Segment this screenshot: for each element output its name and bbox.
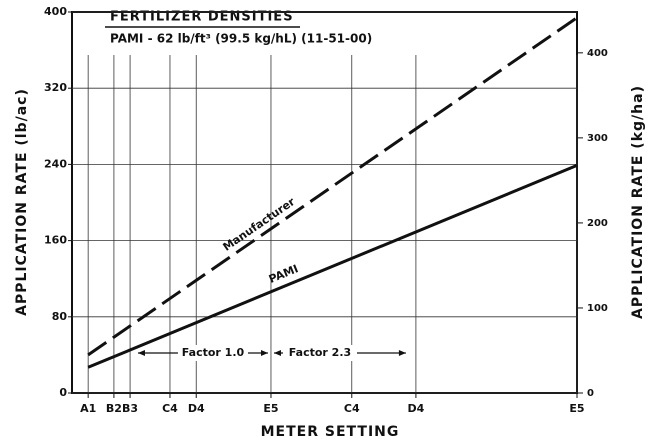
y-tick-label: 160: [44, 234, 67, 247]
y2-tick-label: 200: [587, 218, 608, 229]
y-tick-label: 0: [59, 386, 67, 399]
chart-title: FERTILIZER DENSITIES: [110, 10, 294, 25]
annotation-bg: [177, 345, 248, 361]
y2-tick-label: 400: [587, 48, 608, 59]
y2-tick-label: 0: [587, 388, 594, 399]
x-tick-label: E5: [263, 402, 278, 415]
series-line: [87, 16, 578, 357]
x-axis-title: METER SETTING: [261, 424, 400, 440]
arrow-head: [137, 350, 145, 356]
x-tick-label: C4: [162, 402, 178, 415]
x-tick-label: B2: [106, 402, 122, 415]
series-label: Manufacturer: [221, 195, 298, 254]
x-tick-label: A1: [80, 402, 96, 415]
x-tick-label: B3: [122, 402, 138, 415]
y2-tick-label: 100: [587, 303, 608, 314]
annotation: Factor 2.3: [289, 346, 351, 359]
series-line: [87, 163, 578, 369]
y-axis-title: APPLICATION RATE (lb/ac): [14, 88, 30, 316]
arrow-head: [398, 350, 406, 356]
y2-axis-title: APPLICATION RATE (kg/ha): [630, 85, 646, 319]
chart-subtitle: PAMI - 62 lb/ft³ (99.5 kg/hL) (11-51-00): [110, 32, 372, 46]
x-tick-label: C4: [344, 402, 360, 415]
y-tick-label: 240: [44, 157, 67, 170]
x-tick-label: D4: [408, 402, 425, 415]
annotation-bg: [282, 345, 357, 361]
arrow-head: [273, 350, 281, 356]
x-tick-label: D4: [188, 402, 205, 415]
arrow-head: [260, 350, 268, 356]
y-tick-label: 80: [52, 310, 68, 323]
y2-tick-label: 300: [587, 133, 608, 144]
annotation: Factor 1.0: [182, 346, 245, 359]
y-tick-label: 320: [44, 81, 67, 94]
plot-frame: [71, 11, 578, 394]
x-tick-label: E5: [569, 402, 584, 415]
y-tick-label: 400: [44, 5, 67, 18]
